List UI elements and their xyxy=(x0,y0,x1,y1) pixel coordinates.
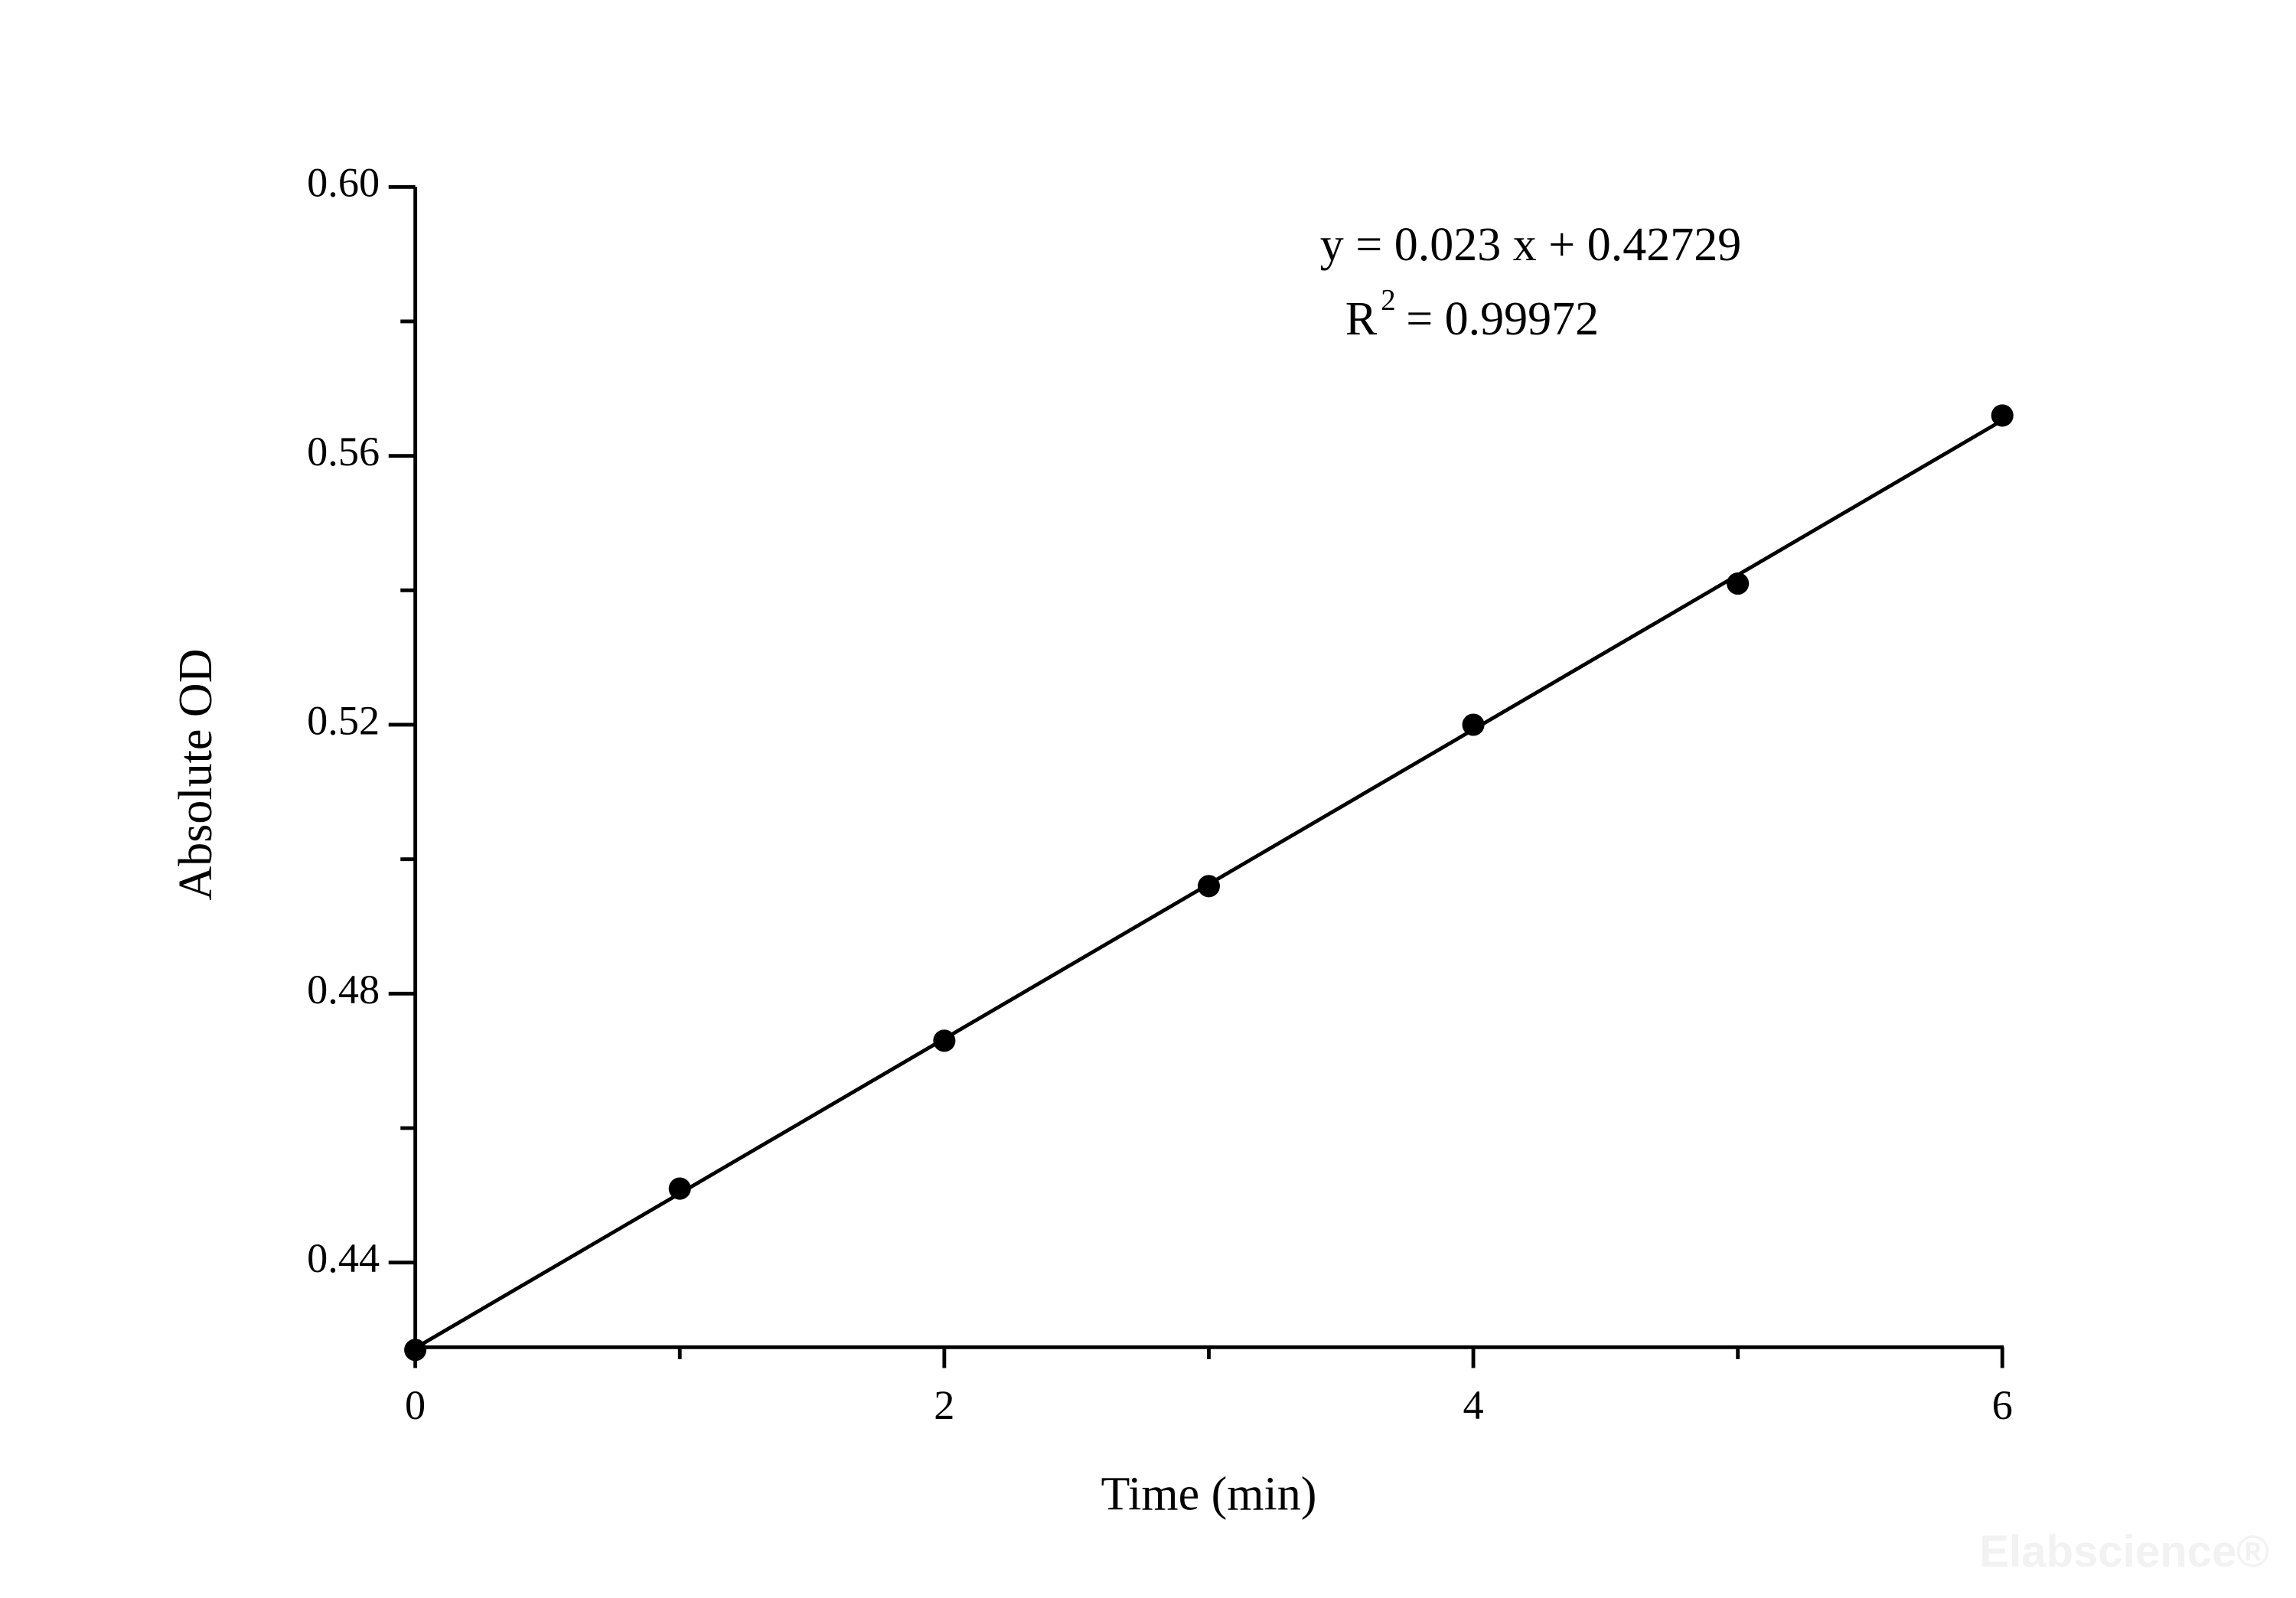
data-point xyxy=(1727,572,1750,595)
data-point xyxy=(933,1029,956,1052)
y-tick-label: 0.44 xyxy=(307,1235,380,1281)
x-tick-label: 6 xyxy=(1992,1382,2013,1428)
x-tick-label: 2 xyxy=(934,1382,954,1428)
data-point xyxy=(668,1177,691,1200)
r-squared-label: R xyxy=(1345,293,1378,345)
y-tick-label: 0.48 xyxy=(307,967,380,1013)
y-tick-label: 0.56 xyxy=(307,429,380,475)
data-point xyxy=(1462,713,1485,736)
x-axis-label: Time (min) xyxy=(1101,1468,1316,1520)
data-point xyxy=(404,1339,427,1362)
data-point xyxy=(1197,875,1220,898)
equation: y = 0.023 x + 0.42729 xyxy=(1320,219,1741,271)
r-squared-value: = 0.99972 xyxy=(1406,293,1599,345)
y-tick-label: 0.52 xyxy=(307,697,380,743)
y-axis-label: Absolute OD xyxy=(170,648,222,900)
watermark: Elabscience® xyxy=(1979,1527,2269,1577)
data-point xyxy=(1991,404,2014,427)
y-tick-label: 0.60 xyxy=(307,160,380,206)
x-tick-label: 0 xyxy=(405,1382,426,1428)
x-tick-label: 4 xyxy=(1463,1382,1483,1428)
r-squared-superscript: 2 xyxy=(1381,283,1395,316)
